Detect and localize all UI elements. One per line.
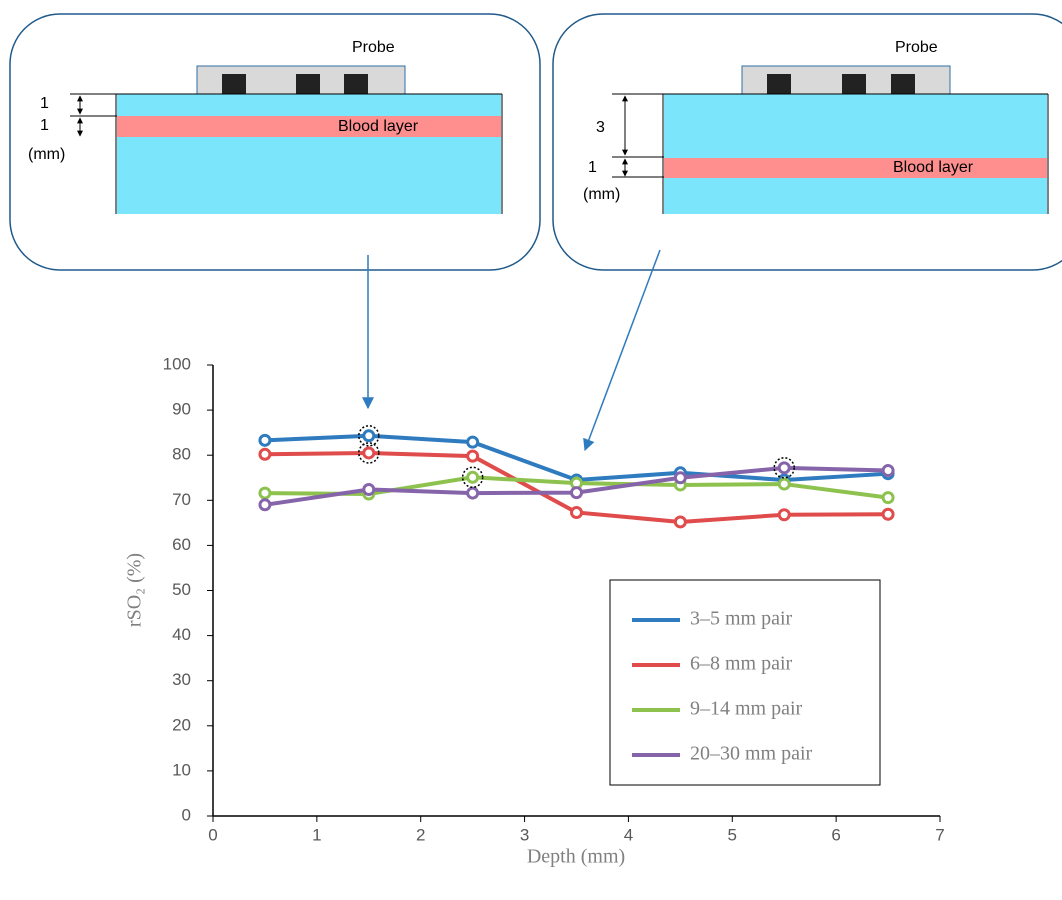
point bbox=[260, 449, 270, 459]
y-tick-label: 40 bbox=[172, 625, 191, 644]
point bbox=[468, 488, 478, 498]
y-tick-label: 90 bbox=[172, 400, 191, 419]
x-tick-label: 4 bbox=[624, 825, 633, 844]
y-tick-label: 60 bbox=[172, 535, 191, 554]
x-tick-label: 7 bbox=[935, 825, 944, 844]
x-tick-label: 0 bbox=[208, 825, 217, 844]
legend-label: 3–5 mm pair bbox=[690, 608, 793, 630]
point bbox=[260, 435, 270, 445]
legend-label: 20–30 mm pair bbox=[690, 743, 813, 765]
x-tick-label: 3 bbox=[520, 825, 529, 844]
y-tick-label: 70 bbox=[172, 490, 191, 509]
unit-label: (mm) bbox=[583, 186, 620, 203]
unit-label: (mm) bbox=[28, 146, 65, 163]
point bbox=[260, 500, 270, 510]
point bbox=[364, 484, 374, 494]
legend-label: 9–14 mm pair bbox=[690, 698, 803, 720]
point bbox=[468, 451, 478, 461]
x-axis-title: Depth (mm) bbox=[527, 846, 625, 868]
point bbox=[883, 466, 893, 476]
y-tick-label: 100 bbox=[163, 354, 191, 373]
x-tick-label: 1 bbox=[312, 825, 321, 844]
x-tick-label: 2 bbox=[416, 825, 425, 844]
series-line bbox=[265, 436, 888, 480]
dim-label: 1 bbox=[588, 159, 597, 176]
y-tick-label: 30 bbox=[172, 670, 191, 689]
y-tick-label: 80 bbox=[172, 445, 191, 464]
callout-arrow bbox=[585, 250, 660, 450]
point bbox=[883, 509, 893, 519]
point bbox=[260, 488, 270, 498]
point bbox=[779, 510, 789, 520]
y-tick-label: 50 bbox=[172, 580, 191, 599]
point bbox=[468, 437, 478, 447]
dim-label: 1 bbox=[40, 117, 49, 134]
inset-right: Probe 3 1 (mm) Blood layer bbox=[553, 14, 1062, 270]
layer-label: Blood layer bbox=[893, 159, 974, 176]
probe-label: Probe bbox=[895, 39, 938, 56]
y-tick-label: 20 bbox=[172, 715, 191, 734]
point bbox=[883, 493, 893, 503]
point bbox=[779, 463, 789, 473]
y-axis-title: rSO₂ (%) bbox=[124, 553, 146, 627]
point bbox=[572, 507, 582, 517]
point bbox=[779, 479, 789, 489]
legend-label: 6–8 mm pair bbox=[690, 653, 793, 675]
dim-label: 1 bbox=[40, 95, 49, 112]
probe-label: Probe bbox=[352, 39, 395, 56]
figure: Probe 1 1 (mm) Blood layer Probe 3 1 (mm… bbox=[0, 0, 1062, 900]
point bbox=[468, 472, 478, 482]
layer-label: Blood layer bbox=[338, 118, 419, 135]
point bbox=[572, 488, 582, 498]
point bbox=[675, 517, 685, 527]
x-tick-label: 5 bbox=[728, 825, 737, 844]
inset-left: Probe 1 1 (mm) Blood layer bbox=[10, 14, 540, 270]
point bbox=[364, 448, 374, 458]
point bbox=[364, 431, 374, 441]
y-tick-label: 10 bbox=[172, 760, 191, 779]
y-tick-label: 0 bbox=[182, 805, 191, 824]
point bbox=[675, 473, 685, 483]
dim-label: 3 bbox=[596, 119, 605, 136]
x-tick-label: 6 bbox=[831, 825, 840, 844]
